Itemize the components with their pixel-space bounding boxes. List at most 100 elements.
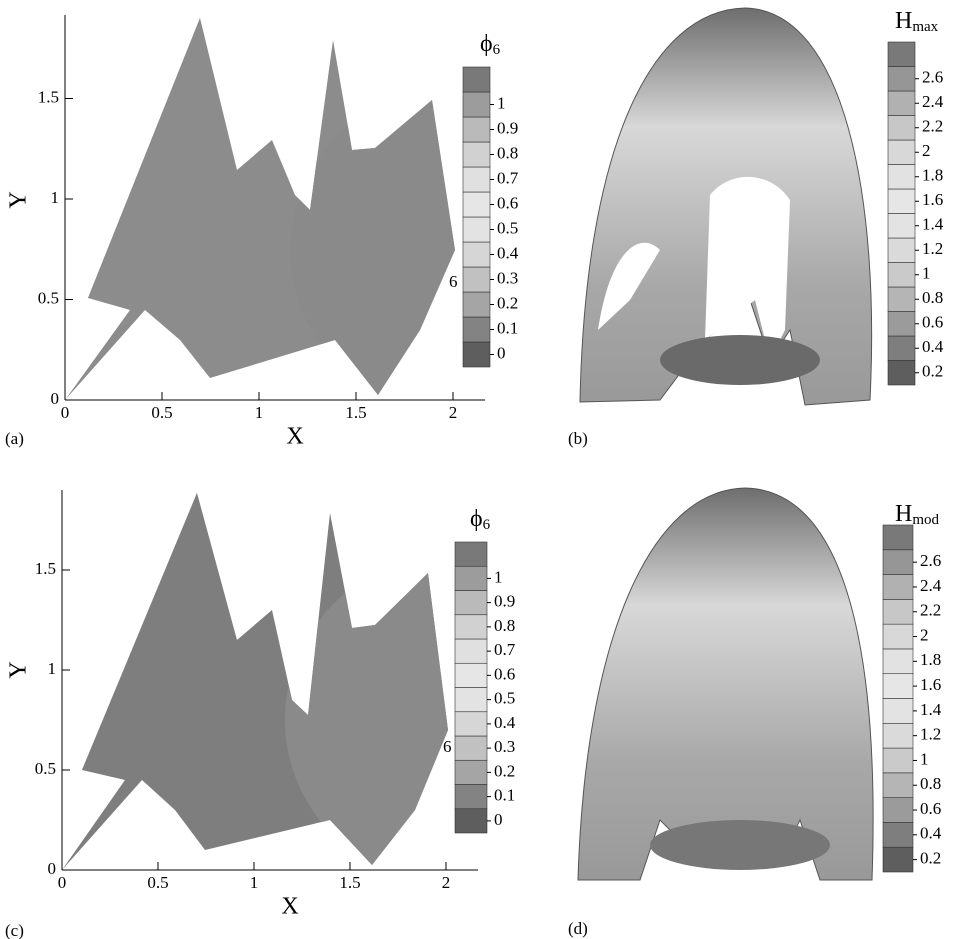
colorbar-label: 0.4: [922, 337, 944, 356]
colorbar-label: 0.2: [494, 761, 515, 780]
dome-d: [578, 488, 873, 880]
colorbar-label: 0.8: [922, 288, 943, 307]
y-tick-label: 0.5: [35, 759, 56, 778]
colorbar-band: [883, 550, 913, 575]
x-tick-label: 0.5: [151, 403, 172, 422]
colorbar-band: [888, 287, 915, 312]
colorbar-band: [883, 748, 913, 773]
colorbar-label: 0.7: [494, 640, 516, 659]
colorbar-title-sub: max: [912, 19, 938, 35]
colorbar-label: 1.2: [920, 725, 941, 744]
colorbar-label: 2.4: [920, 576, 942, 595]
colorbar-label: 0: [494, 810, 503, 829]
x-tick-label: 1.5: [339, 873, 360, 892]
panel-label: (d): [568, 919, 588, 938]
colorbar-label: 2.6: [920, 551, 941, 570]
y-axis-label: Y: [6, 661, 32, 678]
colorbar-band: [888, 67, 915, 92]
colorbar-title-sub: 6: [483, 517, 491, 533]
colorbar-band: [888, 189, 915, 214]
colorbar-band: [463, 192, 490, 217]
colorbar-band: [463, 117, 490, 142]
colorbar-label: 2: [920, 625, 929, 644]
colorbar-label: 0.4: [497, 243, 519, 262]
colorbar-title-sub: mod: [912, 512, 939, 528]
x-tick-label: 1: [250, 873, 259, 892]
colorbar-label: 0.6: [497, 193, 518, 212]
colorbar-band: [883, 773, 913, 798]
colorbar-title: Hmod: [895, 501, 940, 529]
colorbar-band: [888, 165, 915, 190]
colorbar-band: [455, 785, 487, 809]
colorbar-label: 2.2: [920, 601, 941, 620]
colorbar-title: ϕ6: [480, 31, 501, 59]
colorbar-band: [888, 361, 915, 386]
colorbar-band: [883, 649, 913, 674]
colorbar-band: [883, 723, 913, 748]
colorbar-label: 0.1: [494, 786, 515, 805]
colorbar-band: [455, 736, 487, 760]
colorbar-band: [888, 116, 915, 141]
colorbar-band: [888, 263, 915, 288]
colorbar-title: Hmax: [895, 8, 939, 36]
colorbar-label: 0.2: [497, 293, 518, 312]
colorbar-title-main: H: [895, 501, 912, 527]
y-tick-label: 0: [51, 389, 60, 408]
colorbar-band: [883, 822, 913, 847]
x-tick-label: 1.5: [345, 403, 366, 422]
colorbar-label: 1.4: [920, 700, 942, 719]
colorbar-label: 2.6: [922, 68, 943, 87]
colorbar-band: [883, 575, 913, 600]
colorbar-label: 1.6: [920, 675, 941, 694]
colorbar-label: 0: [497, 343, 506, 362]
colorbar-label: 1: [497, 93, 506, 112]
colorbar-band: [455, 663, 487, 687]
colorbar-band: [888, 336, 915, 361]
colorbar-band: [463, 142, 490, 167]
colorbar-band: [455, 809, 487, 833]
panel-label: (b): [568, 429, 588, 448]
x-tick-label: 0.5: [147, 873, 168, 892]
colorbar-label: 0.9: [497, 118, 518, 137]
colorbar-band: [455, 639, 487, 663]
colorbar-label: 1.6: [922, 190, 943, 209]
x-axis-label: X: [281, 894, 298, 920]
colorbar-band: [883, 674, 913, 699]
colorbar-band: [463, 267, 490, 292]
colorbar-band: [883, 525, 913, 550]
colorbar-band: [888, 42, 915, 67]
colorbar-band: [888, 140, 915, 165]
colorbar-label: 0.8: [494, 616, 515, 635]
colorbar-label: 0.6: [920, 799, 941, 818]
colorbar-label: 0.5: [497, 218, 518, 237]
panel-label: (c): [5, 921, 24, 939]
colorbar-band: [463, 167, 490, 192]
colorbar-label: 0.8: [497, 143, 518, 162]
colorbar-band: [463, 92, 490, 117]
colorbar-title-main: ϕ: [480, 31, 493, 57]
colorbar-label: 0.4: [494, 713, 516, 732]
colorbar-title-sub: 6: [493, 42, 501, 58]
colorbar-title-main: ϕ: [470, 506, 483, 532]
colorbar-band: [455, 542, 487, 566]
colorbar-label: 0.3: [497, 268, 518, 287]
colorbar-band: [888, 91, 915, 116]
colorbar-band: [888, 214, 915, 239]
colorbar-band: [888, 238, 915, 263]
colorbar-band: [463, 292, 490, 317]
colorbar-label: 0.8: [920, 774, 941, 793]
annotation: 6: [449, 272, 458, 291]
panel-label: (a): [5, 429, 24, 448]
y-tick-label: 1.5: [38, 87, 59, 106]
colorbar-label: 1.2: [922, 239, 943, 258]
colorbar-band: [883, 599, 913, 624]
colorbar-label: 2: [922, 141, 931, 160]
y-tick-label: 1.5: [35, 559, 56, 578]
colorbar-label: 2.4: [922, 92, 944, 111]
colorbar-label: 1: [494, 567, 503, 586]
y-tick-label: 1: [51, 188, 60, 207]
colorbar-band: [463, 317, 490, 342]
colorbar-label: 0.7: [497, 168, 519, 187]
surface-c: [60, 480, 645, 890]
x-tick-label: 2: [442, 873, 451, 892]
